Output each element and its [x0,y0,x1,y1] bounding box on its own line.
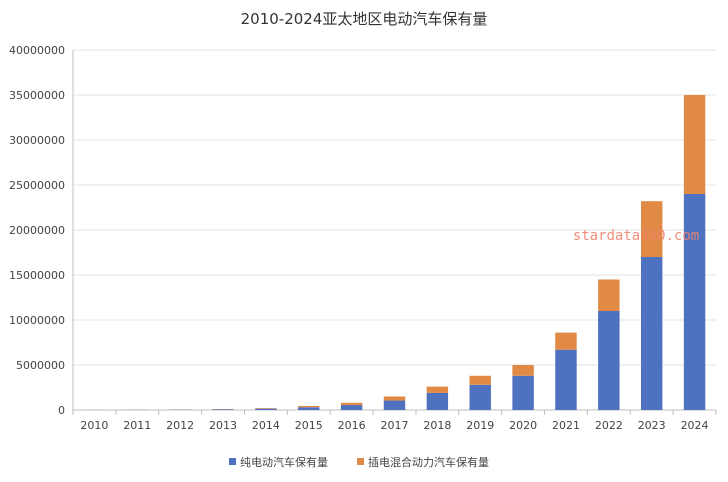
x-tick-label: 2015 [295,419,323,432]
x-tick-label: 2010 [80,419,108,432]
bar-bev [640,257,663,410]
x-tick-label: 2022 [595,419,623,432]
bar-bev [212,409,234,410]
legend-swatch-phev [357,458,364,465]
bar-phev [555,332,577,350]
y-tick-label: 40000000 [9,44,65,57]
bar-bev [555,349,577,410]
bar-phev [683,95,706,194]
bar-bev [298,407,320,410]
bar-bev [512,375,534,410]
x-tick-label: 2018 [423,419,451,432]
bar-bev [683,194,706,410]
legend-label-phev: 插电混合动力汽车保有量 [368,455,489,469]
y-tick-label: 5000000 [16,359,65,372]
x-tick-label: 2011 [123,419,151,432]
legend-swatch-bev [229,458,236,465]
x-tick-label: 2019 [466,419,494,432]
chart-title: 2010-2024亚太地区电动汽车保有量 [240,10,488,28]
bar-phev [512,365,534,376]
bar-phev [469,375,491,385]
bar-phev [383,396,406,401]
x-tick-label: 2024 [681,419,709,432]
bar-bev [340,405,363,410]
x-tick-label: 2016 [338,419,366,432]
bar-phev [640,201,663,257]
y-tick-label: 25000000 [9,179,65,192]
x-tick-label: 2021 [552,419,580,432]
bar-bev [255,408,277,410]
x-tick-label: 2012 [166,419,194,432]
x-tick-label: 2020 [509,419,537,432]
bar-phev [598,279,620,311]
y-tick-label: 10000000 [9,314,65,327]
x-tick-label: 2013 [209,419,237,432]
legend-label-bev: 纯电动汽车保有量 [240,455,328,469]
bar-phev [340,402,363,406]
bar-phev [426,386,449,393]
y-tick-label: 15000000 [9,269,65,282]
bar-bev [598,311,620,410]
y-tick-label: 20000000 [9,224,65,237]
bar-phev [255,408,277,409]
bar-bev [469,384,491,410]
watermark-text: stardata360.com [573,228,699,244]
bar-bev [426,392,449,410]
x-tick-label: 2014 [252,419,280,432]
y-tick-label: 35000000 [9,89,65,102]
x-tick-label: 2023 [638,419,666,432]
bar-phev [298,405,320,408]
bar-bev [383,400,406,410]
y-tick-label: 0 [58,404,65,417]
y-tick-label: 30000000 [9,134,65,147]
x-tick-label: 2017 [381,419,409,432]
